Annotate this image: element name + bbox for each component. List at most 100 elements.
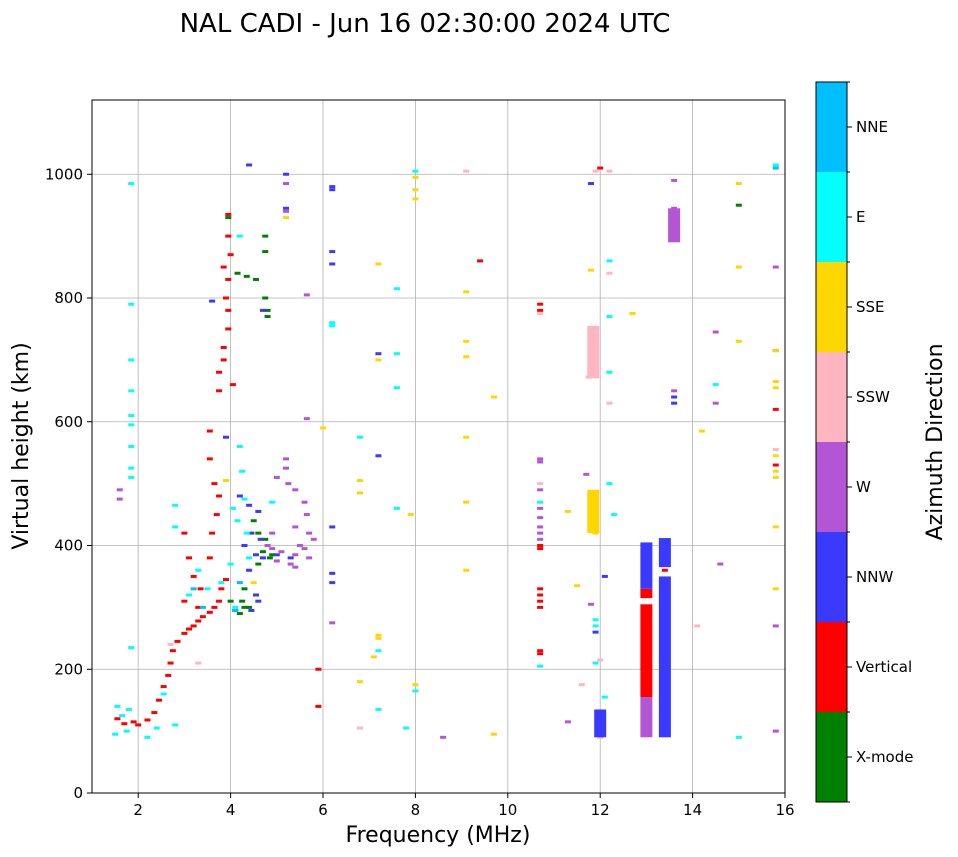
- data-point-vertical: [211, 482, 218, 486]
- data-point-sse: [320, 426, 326, 430]
- data-point-w: [273, 559, 280, 563]
- data-point-vertical: [225, 277, 232, 281]
- data-point-nnw: [329, 581, 336, 585]
- colorbar-label: W: [856, 478, 871, 496]
- data-point-w: [292, 525, 299, 529]
- data-point-nnw: [209, 299, 216, 303]
- data-point-e: [234, 519, 241, 523]
- data-point-vertical: [537, 605, 544, 609]
- data-point-nne: [236, 581, 243, 585]
- data-point-vertical: [206, 610, 213, 614]
- data-point-w: [717, 562, 724, 566]
- data-point-vertical: [165, 673, 172, 677]
- data-point-e: [606, 259, 613, 263]
- data-layer: [112, 163, 779, 739]
- data-point-e: [172, 525, 179, 529]
- data-point-e: [412, 169, 419, 173]
- data-point-e: [772, 163, 779, 167]
- data-point-sse: [463, 355, 470, 359]
- data-point-w: [296, 544, 303, 547]
- data-point-vertical: [225, 234, 232, 238]
- x-tick-label: 2: [133, 801, 143, 819]
- data-point-w: [310, 537, 317, 541]
- data-point-vertical: [537, 593, 544, 597]
- data-point-e: [592, 624, 599, 628]
- plot-frame: [91, 99, 786, 794]
- data-point-nnw: [329, 185, 336, 189]
- x-tick-label: 12: [591, 801, 610, 819]
- data-point-x-mode: [255, 531, 262, 535]
- data-point-ssw: [167, 643, 174, 646]
- data-point-vertical: [130, 720, 137, 724]
- data-point-e: [128, 358, 135, 362]
- data-point-vertical: [537, 599, 544, 603]
- data-point-w: [269, 547, 276, 551]
- data-point-vertical: [537, 547, 544, 551]
- data-point-sse: [356, 680, 363, 684]
- data-point-ssw: [694, 624, 701, 628]
- data-point-vertical: [229, 383, 236, 387]
- data-point-x-mode: [253, 277, 260, 281]
- data-point-e: [375, 649, 382, 653]
- data-point-w: [292, 553, 299, 557]
- data-point-w: [306, 531, 313, 535]
- data-point-vertical: [315, 704, 322, 708]
- data-point-sse: [375, 358, 382, 362]
- data-point-e: [537, 500, 544, 504]
- data-point-ssw: [356, 726, 363, 730]
- data-point-sse: [772, 475, 779, 479]
- data-point-nnw: [592, 630, 599, 634]
- data-bar-w: [668, 208, 681, 243]
- data-point-nnw: [259, 308, 266, 312]
- data-point-nnw: [329, 188, 336, 192]
- data-point-nnw: [248, 608, 255, 612]
- data-point-sse: [370, 655, 377, 659]
- data-point-vertical: [537, 544, 544, 547]
- colorbar-label: SSE: [856, 298, 885, 316]
- data-point-x-mode: [262, 234, 269, 238]
- data-point-e: [375, 707, 382, 711]
- data-point-nnw: [222, 435, 229, 439]
- data-point-e: [236, 445, 243, 448]
- data-point-nnw: [255, 599, 262, 603]
- x-tick-label: 10: [498, 801, 517, 819]
- data-point-nne: [772, 166, 779, 170]
- data-point-vertical: [216, 494, 223, 498]
- data-point-nnw: [375, 454, 382, 458]
- data-point-vertical: [186, 556, 193, 560]
- data-point-sse: [463, 568, 470, 572]
- data-point-sse: [250, 581, 257, 585]
- data-point-nnw: [329, 571, 336, 575]
- data-point-e: [393, 352, 400, 356]
- data-point-e: [128, 445, 135, 448]
- data-point-nnw: [375, 352, 382, 356]
- data-point-w: [303, 513, 310, 517]
- data-point-e: [393, 386, 400, 390]
- data-point-x-mode: [262, 250, 269, 254]
- data-point-sse: [564, 509, 571, 513]
- colorbar-title: Azimuth Direction: [923, 343, 948, 540]
- data-point-sse: [222, 479, 229, 483]
- y-tick-label: 0: [73, 784, 83, 802]
- data-point-vertical: [477, 259, 484, 263]
- data-point-e: [229, 506, 236, 510]
- data-point-sse: [587, 268, 594, 272]
- data-point-vertical: [220, 265, 227, 269]
- colorbar-label: X-mode: [856, 748, 913, 766]
- data-point-ssw: [592, 169, 599, 173]
- data-point-nnw: [671, 401, 678, 405]
- data-point-vertical: [135, 723, 142, 727]
- data-point-vertical: [206, 556, 213, 560]
- data-point-vertical: [213, 513, 220, 517]
- data-point-e: [403, 726, 410, 730]
- data-point-w: [537, 537, 544, 541]
- colorbar-segment: [816, 262, 847, 352]
- x-tick-label: 8: [411, 801, 421, 819]
- data-point-e: [606, 370, 613, 374]
- data-point-w: [772, 729, 779, 733]
- data-point-w: [537, 488, 544, 492]
- data-point-e: [356, 435, 363, 439]
- data-point-vertical: [186, 627, 193, 631]
- colorbar-segment: [816, 622, 847, 712]
- data-point-nnw: [257, 537, 264, 541]
